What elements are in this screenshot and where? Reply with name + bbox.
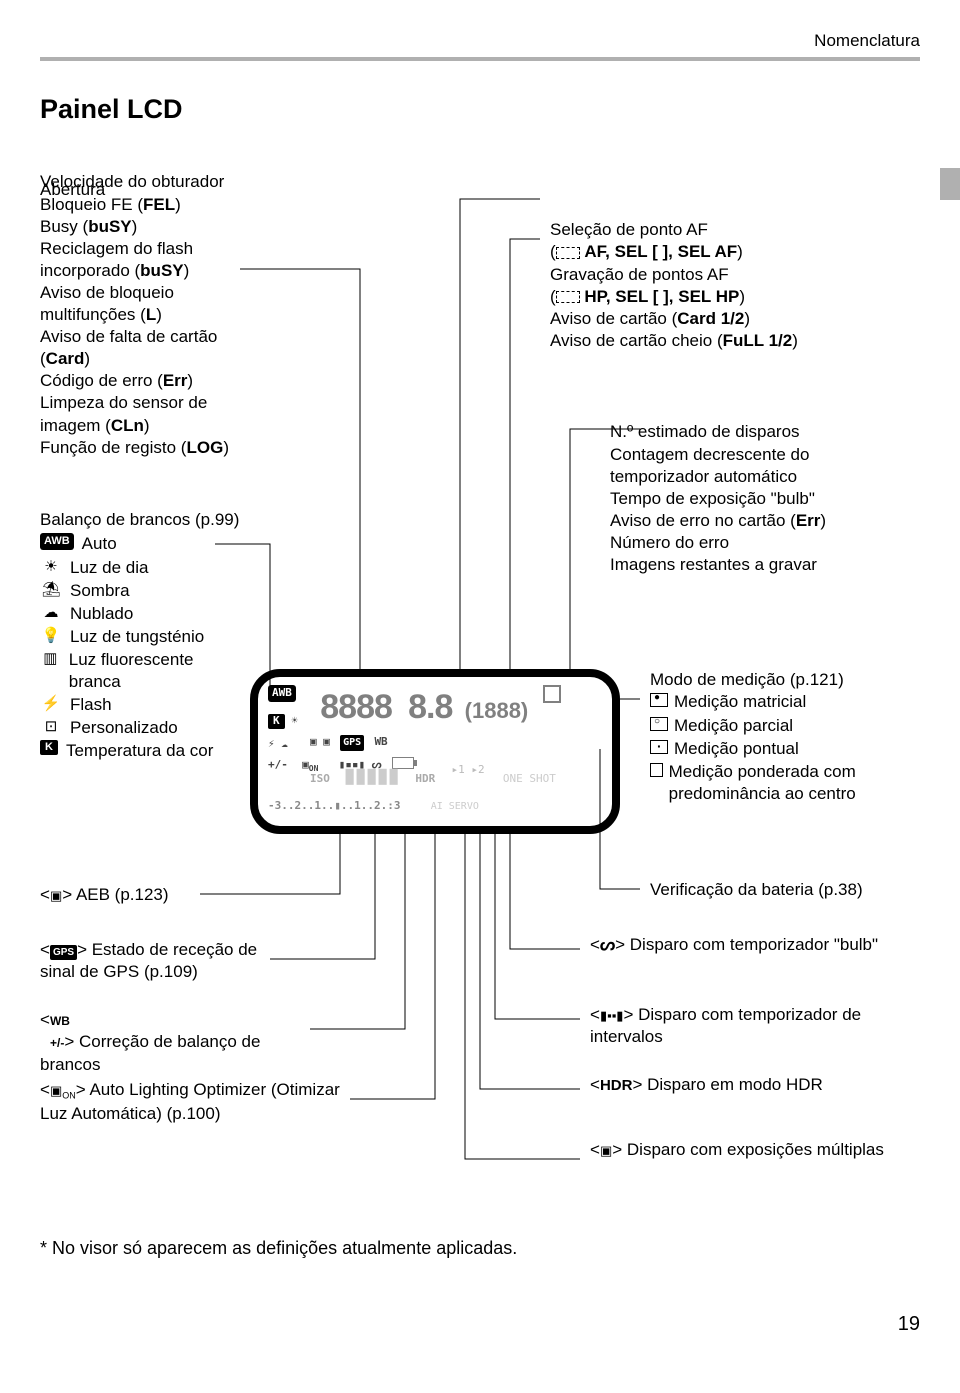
callout-wb-corr: <WB +/-> Correção de balanço de brancos bbox=[40, 1009, 320, 1075]
callout-wb: Balanço de brancos (p.99) AWBAuto☀Luz de… bbox=[40, 509, 240, 763]
wb-item: KTemperatura da cor bbox=[40, 740, 240, 762]
callout-alo: <▣ON> Auto Lighting Optimizer (Otimizar … bbox=[40, 1079, 360, 1124]
awb-icon: AWB bbox=[268, 685, 296, 702]
wb-item: 💡Luz de tungsténio bbox=[40, 626, 240, 648]
metering-item: Medição matricial bbox=[650, 691, 920, 713]
wb-item: ⚡Flash bbox=[40, 694, 240, 716]
footnote: * No visor só aparecem as definições atu… bbox=[40, 1237, 740, 1260]
wb-item: ☀Luz de dia bbox=[40, 557, 240, 579]
oneshot-label: ONE SHOT bbox=[503, 772, 556, 785]
scale-label: -3..2..1..▮..1..2.:3 bbox=[268, 799, 400, 812]
metering-icon bbox=[543, 685, 561, 703]
header-title: Nomenclatura bbox=[814, 30, 920, 53]
wb-heading: Balanço de brancos (p.99) bbox=[40, 509, 240, 531]
lcd-panel: AWB K ☀ ⚡ ☁ 8888 8.8 (1888) ▣ ▣ GPS WB +… bbox=[250, 669, 620, 834]
wb-item: ⊡Personalizado bbox=[40, 717, 240, 739]
metering-heading: Modo de medição (p.121) bbox=[650, 669, 920, 691]
section-title: Painel LCD bbox=[40, 91, 920, 127]
iso-label: ISO bbox=[310, 772, 330, 785]
lcd-diagram: AWB K ☀ ⚡ ☁ 8888 8.8 (1888) ▣ ▣ GPS WB +… bbox=[40, 149, 920, 1299]
metering-item: Medição ponderada com predominância ao c… bbox=[650, 761, 920, 805]
callout-shots: N.º estimado de disparos Contagem decres… bbox=[610, 399, 910, 576]
callout-aeb: <▣> AEB (p.123) bbox=[40, 884, 240, 906]
wb-item: ▥Luz fluorescente branca bbox=[40, 649, 240, 693]
aiservo-label: AI SERVO bbox=[431, 801, 479, 812]
lcd-seg-shutter: 8888 bbox=[320, 688, 392, 726]
page-edge-tab bbox=[940, 168, 960, 200]
hdr-label: HDR bbox=[415, 772, 435, 785]
wb-item: ⛱Sombra bbox=[40, 580, 240, 602]
metering-item: Medição parcial bbox=[650, 715, 920, 737]
header-rule bbox=[40, 57, 920, 61]
callout-gps: <GPS> Estado de receção de sinal de GPS … bbox=[40, 939, 280, 983]
callout-battery: Verificação da bateria (p.38) bbox=[650, 879, 920, 901]
lcd-seg-shots: (1888) bbox=[465, 698, 529, 723]
callout-bulb: <ᔕ> Disparo com temporizador "bulb" bbox=[590, 934, 890, 956]
wb-item: ☁Nublado bbox=[40, 603, 240, 625]
callout-af: Seleção de ponto AF ( AF, SEL [ ], SEL A… bbox=[550, 219, 890, 352]
callout-multi: <▣> Disparo com exposições múltiplas bbox=[590, 1139, 900, 1161]
metering-item: Medição pontual bbox=[650, 738, 920, 760]
page-number: 19 bbox=[40, 1311, 920, 1338]
gps-icon: GPS bbox=[340, 735, 364, 751]
callout-hdr: <HDR> Disparo em modo HDR bbox=[590, 1074, 900, 1096]
k-icon: K bbox=[268, 714, 285, 729]
callout-metering: Modo de medição (p.121) Medição matricia… bbox=[650, 669, 920, 806]
callout-abertura: Abertura bbox=[40, 179, 105, 201]
wb-item: AWBAuto bbox=[40, 533, 240, 555]
callout-interval: <▮▪▪▮> Disparo com temporizador de inter… bbox=[590, 1004, 900, 1048]
lcd-seg-aperture: 8.8 bbox=[408, 688, 452, 726]
